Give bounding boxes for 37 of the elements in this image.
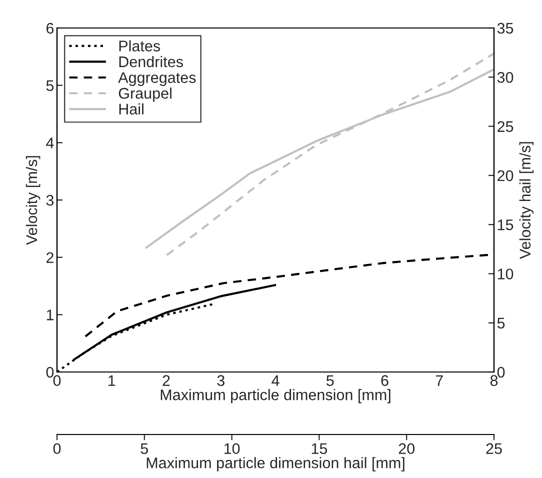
y2-tick-label: 25 [498,121,514,132]
y2-tick-label: 15 [498,220,514,230]
legend-label: Aggregates [118,72,196,86]
legend-label: Plates [119,40,160,52]
x-axis-title: Maximum particle dimension [mm] [160,389,390,404]
x2-tick-label: 10 [224,443,240,454]
y-tick-label: 3 [46,194,54,206]
y2-tick-label: 5 [497,318,505,329]
y2-tick-label: 0 [497,366,505,378]
x2-tick-label: 20 [398,443,414,454]
x-tick-label: 5 [326,375,334,386]
y2-axis-title: Velocity hail [m/s] [519,142,534,259]
y-tick-label: 1 [46,310,54,320]
y-tick-label: 2 [46,252,54,263]
y2-tick-label: 20 [498,170,514,182]
x2-axis-title: Maximum particle dimension hail [mm] [146,457,404,472]
x-tick-label: 1 [108,375,116,386]
y-axis-title: Velocity [m/s] [26,156,40,245]
y-tick-label: 0 [46,366,54,378]
y-tick-label: 5 [46,80,54,92]
y2-tick-label: 35 [497,22,514,34]
legend-label: Hail [119,103,144,115]
x-tick-label: 3 [217,375,224,386]
x-tick-label: 2 [162,375,170,386]
x2-tick-label: 5 [140,443,148,454]
y2-tick-label: 10 [498,268,514,280]
x-tick-label: 7 [436,375,443,386]
x-tick-label: 8 [490,375,498,386]
legend-label: Dendrites [119,56,183,68]
x2-tick-label: 15 [312,443,328,454]
x-tick-label: 6 [381,375,388,386]
y-tick-label: 6 [46,22,54,34]
legend-label: Graupel [118,88,172,102]
x2-tick-label: 25 [486,443,502,454]
y-tick-label: 4 [46,138,54,148]
y2-tick-label: 30 [497,72,514,83]
x-tick-label: 4 [272,375,280,386]
